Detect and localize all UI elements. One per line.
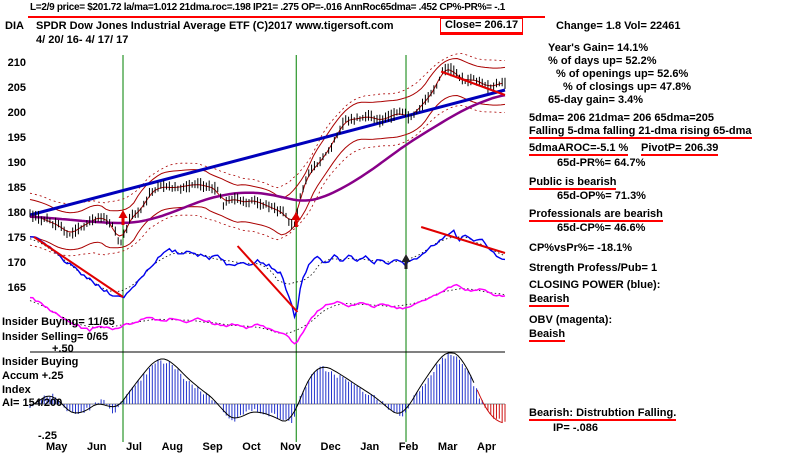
accum-panel-label-2: Accum +.25 <box>2 370 64 382</box>
stat-public-sentiment: Public is bearish <box>529 176 617 190</box>
stat-days-up: % of days up= 52.2% <box>548 55 657 67</box>
stat-dma-values: 5dma= 206 21dma= 206 65dma=205 <box>529 112 714 124</box>
stat-professionals-sentiment: Professionals are bearish <box>529 208 663 222</box>
stats-header-line: L=2/9 price= $201.72 la/ma=1.012 21dma.r… <box>30 2 505 13</box>
stat-65day-gain: 65-day gain= 3.4% <box>548 94 644 106</box>
stat-years-gain: Year's Gain= 14.1% <box>548 42 649 54</box>
header-red-underline <box>28 16 545 18</box>
x-axis-month-label: Nov <box>280 441 301 453</box>
accum-panel-label-3: Index <box>2 384 31 396</box>
x-axis-month-label: Apr <box>477 441 496 453</box>
x-axis-month-label: Mar <box>437 441 458 453</box>
stat-5dma-aroc: 5dmaAROC=-5.1 % <box>529 142 629 156</box>
y-axis-tick-210: 210 <box>7 57 26 69</box>
y-axis-tick-175: 175 <box>7 232 26 244</box>
y-axis-tick-165: 165 <box>7 282 26 294</box>
obv-signal: Beaish <box>529 328 566 342</box>
hist-tick-plus50: +.50 <box>52 343 74 355</box>
change-volume-label: Change= 1.8 Vol= 22461 <box>556 20 681 32</box>
stat-65d-cp: 65d-CP%= 46.6% <box>557 222 646 234</box>
hist-tick-minus25: -.25 <box>38 430 57 442</box>
closing-power-heading: CLOSING POWER (blue): <box>529 279 661 291</box>
chart-title: SPDR Dow Jones Industrial Average ETF (C… <box>36 20 394 32</box>
stat-strength-ratio: Strength Profess/Pub= 1 <box>529 262 658 274</box>
stat-openings-up: % of openings up= 52.6% <box>556 68 689 80</box>
x-axis-month-label: Jul <box>126 441 142 453</box>
accum-panel-label-1: Insider Buying <box>2 356 79 368</box>
x-axis-month-label: May <box>46 441 68 453</box>
stat-closings-up: % of closings up= 47.8% <box>563 81 692 93</box>
distribution-note: Bearish: Distrubtion Falling. <box>529 407 677 421</box>
y-axis-tick-170: 170 <box>7 257 26 269</box>
stat-cp-vs-pr: CP%vsPr%= -18.1% <box>529 242 633 254</box>
ticker-symbol: DIA <box>5 20 24 32</box>
x-axis-month-label: Jun <box>86 441 107 453</box>
y-axis-tick-185: 185 <box>7 182 26 194</box>
closing-power-signal: Bearish <box>529 293 570 307</box>
x-axis-month-label: Feb <box>398 441 419 453</box>
x-axis-month-label: Aug <box>161 441 183 453</box>
accum-index-value: AI= 154/200 <box>2 397 63 409</box>
y-axis-tick-200: 200 <box>7 107 26 119</box>
insider-selling-label: Insider Selling= 0/65 <box>2 331 109 343</box>
obv-heading: OBV (magenta): <box>529 314 613 326</box>
stat-65d-pr: 65d-PR%= 64.7% <box>557 157 646 169</box>
x-axis-month-label: Sep <box>202 441 223 453</box>
x-axis-month-label: Oct <box>242 441 261 453</box>
stat-pivot-point: PivotP= 206.39 <box>641 142 719 156</box>
insider-buying-label: Insider Buying= 11/65 <box>2 316 115 328</box>
stat-dma-trends: Falling 5-dma falling 21-dma rising 65-d… <box>529 125 752 139</box>
date-range-label: 4/ 20/ 16- 4/ 17/ 17 <box>36 34 129 46</box>
y-axis-tick-205: 205 <box>7 82 26 94</box>
x-axis: May Jun Jul Aug Sep Oct Nov Dec Jan Feb … <box>46 441 496 453</box>
stat-65d-op: 65d-OP%= 71.3% <box>557 190 646 202</box>
x-axis-month-label: Dec <box>320 441 341 453</box>
stat-ip: IP= -.086 <box>553 422 598 434</box>
y-axis-tick-190: 190 <box>7 157 26 169</box>
y-axis-tick-180: 180 <box>7 207 26 219</box>
x-axis-month-label: Jan <box>360 441 380 453</box>
close-price-badge: Close= 206.17 <box>440 18 524 33</box>
y-axis-tick-195: 195 <box>7 132 26 144</box>
